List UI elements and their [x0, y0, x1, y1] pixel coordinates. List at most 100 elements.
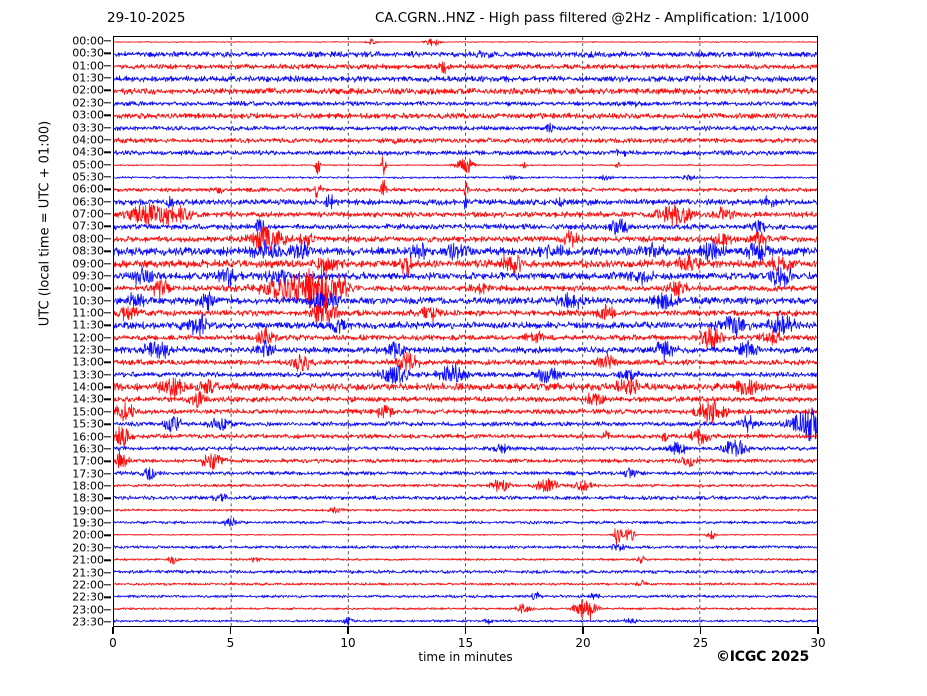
y-tick-label: 17:00: [72, 454, 104, 468]
y-tick-label: 09:30: [72, 269, 104, 283]
y-tick-mark: [104, 299, 111, 302]
y-tick-mark: [104, 472, 111, 475]
y-tick-label: 20:30: [72, 541, 104, 555]
x-tick-mark: [464, 627, 467, 634]
y-tick-mark: [104, 336, 111, 339]
y-tick-mark: [104, 200, 111, 203]
y-tick-label: 22:00: [72, 578, 104, 592]
y-tick-mark: [104, 40, 111, 42]
y-axis-tick-labels: 00:00 00:30 01:00 01:30 02:00 02:30 03:00 03:30…: [0, 34, 104, 629]
x-axis-label: time in minutes: [418, 650, 513, 664]
y-tick-label: 14:30: [72, 392, 104, 406]
y-tick-mark: [104, 238, 111, 240]
y-tick-label: 11:30: [72, 318, 104, 332]
y-tick-label: 19:00: [72, 504, 104, 518]
y-tick-mark: [104, 89, 111, 92]
y-tick-mark: [104, 448, 111, 450]
y-tick-label: 08:00: [72, 232, 104, 246]
y-tick-mark: [104, 497, 111, 500]
x-tick-label: 5: [226, 636, 235, 650]
seismogram-plot-area[interactable]: [113, 36, 818, 627]
y-tick-mark: [104, 77, 111, 79]
y-tick-label: 12:00: [72, 331, 104, 345]
y-tick-label: 23:00: [72, 603, 104, 617]
y-tick-label: 20:00: [72, 528, 104, 542]
y-tick-label: 08:30: [72, 244, 104, 258]
y-tick-mark: [104, 312, 111, 314]
y-tick-mark: [104, 621, 111, 623]
y-tick-label: 13:00: [72, 355, 104, 369]
x-tick-label: 15: [457, 636, 474, 650]
x-tick-label: 30: [810, 636, 826, 650]
y-tick-mark: [104, 534, 111, 537]
y-tick-label: 15:00: [72, 405, 104, 419]
y-tick-label: 10:00: [72, 281, 104, 295]
y-tick-mark: [104, 65, 111, 67]
plot-date: 29-10-2025: [107, 10, 186, 26]
y-tick-mark: [104, 485, 111, 487]
y-tick-mark: [104, 571, 111, 574]
y-tick-label: 13:30: [72, 368, 104, 382]
y-tick-mark: [104, 510, 111, 512]
y-tick-mark: [104, 423, 111, 425]
y-tick-label: 01:30: [72, 71, 104, 85]
y-tick-mark: [104, 102, 111, 104]
y-tick-mark: [104, 275, 111, 277]
x-tick-label: 25: [692, 636, 709, 650]
y-tick-mark: [104, 547, 111, 549]
y-tick-label: 11:00: [72, 306, 104, 320]
y-tick-mark: [104, 559, 111, 561]
y-tick-label: 00:00: [72, 34, 104, 48]
y-tick-label: 15:30: [72, 417, 104, 431]
y-tick-label: 17:30: [72, 467, 104, 481]
y-tick-label: 06:30: [72, 195, 104, 209]
y-tick-label: 23:30: [72, 615, 104, 629]
y-tick-label: 02:30: [72, 96, 104, 110]
y-tick-label: 07:30: [72, 219, 104, 233]
y-tick-mark: [104, 213, 111, 215]
y-tick-mark: [104, 460, 111, 462]
y-tick-mark: [104, 250, 111, 252]
y-tick-mark: [104, 349, 111, 351]
y-tick-label: 10:30: [72, 294, 104, 308]
y-tick-mark: [104, 584, 111, 586]
y-tick-mark: [104, 139, 111, 141]
y-tick-label: 09:00: [72, 257, 104, 270]
y-tick-mark: [104, 522, 111, 524]
y-tick-mark: [104, 608, 111, 611]
y-tick-mark: [104, 324, 111, 327]
y-tick-label: 18:00: [72, 479, 104, 493]
x-axis-ticks: 0 5 10 15 20 25 30: [109, 627, 826, 657]
x-tick-mark: [347, 627, 349, 634]
x-tick-mark: [582, 627, 584, 634]
y-tick-label: 16:30: [72, 442, 104, 456]
copyright-notice: ©ICGC 2025: [716, 649, 810, 665]
y-tick-mark: [104, 386, 111, 388]
plot-title: CA.CGRN..HNZ - High pass filtered @2Hz -…: [375, 10, 810, 26]
y-tick-label: 18:30: [72, 491, 104, 505]
y-tick-label: 06:00: [72, 182, 104, 196]
y-tick-label: 05:30: [72, 170, 104, 184]
y-tick-mark: [104, 151, 111, 153]
y-tick-mark: [104, 287, 111, 289]
y-tick-mark: [104, 188, 111, 191]
y-tick-label: 12:30: [72, 343, 104, 357]
y-tick-label: 21:00: [72, 553, 104, 567]
y-tick-mark: [104, 176, 111, 178]
x-tick-label: 20: [575, 636, 591, 650]
y-tick-mark: [104, 126, 111, 129]
y-tick-label: 22:30: [72, 590, 104, 604]
y-tick-mark: [104, 52, 111, 55]
y-tick-label: 14:00: [72, 380, 104, 394]
y-tick-label: 04:00: [72, 133, 104, 147]
y-tick-mark: [104, 361, 111, 364]
y-tick-label: 04:30: [72, 145, 104, 159]
y-tick-label: 03:30: [72, 121, 104, 135]
y-tick-label: 03:00: [72, 108, 104, 122]
y-tick-mark: [104, 398, 111, 401]
y-tick-mark: [104, 262, 111, 265]
y-tick-label: 21:30: [72, 566, 104, 580]
y-tick-label: 01:00: [72, 59, 104, 73]
y-tick-label: 07:00: [72, 207, 104, 221]
x-tick-mark: [112, 627, 114, 634]
